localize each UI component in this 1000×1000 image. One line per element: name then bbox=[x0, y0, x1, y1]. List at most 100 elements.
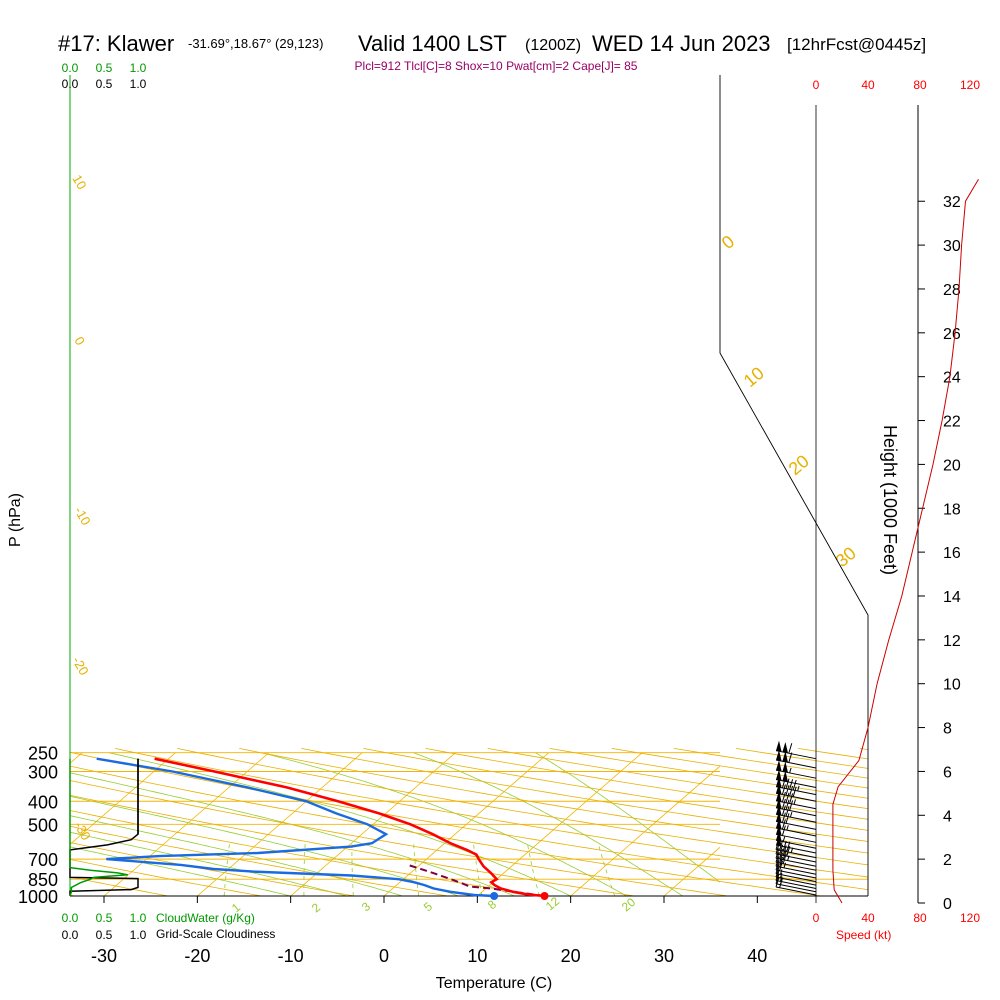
pressure-tick-label: 850 bbox=[28, 870, 58, 890]
y-axis-label: P (hPa) bbox=[7, 493, 24, 547]
moist-adiabat-line bbox=[70, 831, 347, 896]
wind-barb bbox=[775, 856, 817, 875]
wind-barb-pennant bbox=[776, 811, 782, 823]
wind-barb-flag bbox=[789, 800, 794, 811]
wind-barb bbox=[775, 852, 817, 871]
wind-barb bbox=[775, 769, 817, 788]
mixing-ratio-line bbox=[303, 843, 306, 896]
wind-barb-pennant bbox=[776, 769, 782, 781]
wind-barb-flag bbox=[785, 799, 790, 810]
x-tick-label: 40 bbox=[747, 946, 767, 966]
wind-barb-half bbox=[789, 767, 792, 774]
wind-barbs bbox=[775, 740, 817, 896]
wind-barb-staff bbox=[775, 883, 817, 893]
wind-barb-flag bbox=[788, 743, 793, 754]
wind-barb-flag bbox=[788, 752, 793, 763]
wind-barb-staff bbox=[775, 861, 817, 871]
height-tick-label: 22 bbox=[943, 414, 961, 431]
wind-barb bbox=[775, 824, 817, 843]
height-tick-label: 10 bbox=[943, 677, 961, 694]
moist-adiabat-line bbox=[70, 772, 515, 896]
wind-barb-staff bbox=[775, 857, 817, 867]
wind-barb-pennant bbox=[776, 760, 782, 772]
wind-barb-pennant bbox=[776, 818, 782, 830]
x-tick-label: 10 bbox=[467, 946, 487, 966]
mixing-ratio-label: 5 bbox=[421, 899, 435, 914]
wind-barb-pennant bbox=[776, 750, 782, 762]
surface-temperature-point bbox=[540, 892, 549, 900]
wind-barb-pennant bbox=[782, 751, 788, 763]
wind-barb-pennant bbox=[776, 824, 782, 836]
wind-barb bbox=[775, 818, 817, 837]
cloud-water-label: CloudWater (g/Kg) bbox=[156, 911, 255, 925]
wind-barb bbox=[775, 843, 817, 863]
height-speed-panel: 0246810121416182022242628303200404080801… bbox=[813, 78, 981, 925]
wind-barb-flag bbox=[782, 845, 787, 856]
dry-adiabat-line bbox=[177, 748, 868, 866]
wind-barb-half bbox=[790, 847, 794, 853]
mixing-ratio-label: 2 bbox=[309, 900, 323, 915]
wind-barb-half bbox=[793, 799, 796, 805]
speed-tick-bottom: 80 bbox=[913, 911, 927, 925]
height-tick-label: 28 bbox=[943, 282, 961, 299]
isotherm-line bbox=[851, 753, 1000, 896]
moist-adiabat-line bbox=[70, 846, 291, 896]
cloudiness-profile bbox=[69, 758, 139, 896]
wind-barb bbox=[775, 740, 817, 760]
pressure-tick-label: 700 bbox=[28, 850, 58, 870]
wind-barb-pennant bbox=[776, 740, 782, 752]
wind-barb-flag bbox=[789, 793, 794, 804]
wind-barb-flag bbox=[779, 860, 784, 871]
wind-barb-flag bbox=[781, 825, 786, 836]
parcel-path bbox=[407, 863, 545, 897]
x-tick-label: 0 bbox=[379, 946, 389, 966]
wind-barb-pennant bbox=[776, 776, 782, 788]
wind-barb-flag bbox=[775, 876, 780, 888]
moist-adiabat-line bbox=[535, 752, 720, 883]
forecast-info: [12hrFcst@0445z] bbox=[787, 35, 926, 54]
moist-adiabat-label: 10 bbox=[740, 363, 768, 391]
wind-barb bbox=[775, 790, 817, 810]
station-coords: -31.69°,18.67° (29,123) bbox=[188, 36, 323, 51]
x-tick-label: -20 bbox=[184, 946, 210, 966]
wind-barb-half bbox=[797, 785, 800, 792]
mixing-ratio-line bbox=[597, 843, 616, 896]
speed-tick-top: 40 bbox=[861, 78, 875, 92]
wind-barb-flag bbox=[779, 844, 784, 855]
wind-barb-half bbox=[779, 876, 783, 882]
wind-barb-flag bbox=[782, 853, 787, 864]
speed-tick-top: 80 bbox=[913, 78, 927, 92]
wind-barb-pennant bbox=[782, 741, 788, 754]
mixing-ratio-line bbox=[526, 843, 540, 896]
moist-adiabat-label: 30 bbox=[832, 543, 860, 571]
cloudiness-tick-top: 0.0 bbox=[62, 77, 79, 91]
cloud-water-tick-top: 1.0 bbox=[130, 61, 147, 75]
wind-barb-flag bbox=[792, 786, 797, 797]
cloudiness-tick-bottom: 1.0 bbox=[130, 928, 147, 942]
dry-adiabat-line bbox=[549, 748, 868, 799]
parcel-params: Plcl=912 Tlcl[C]=8 Shox=10 Pwat[cm]=2 Ca… bbox=[355, 59, 638, 73]
cloudiness-tick-top: 0.5 bbox=[96, 77, 113, 91]
wind-barb-flag bbox=[781, 777, 786, 789]
dry-adiabat-line bbox=[487, 748, 868, 810]
speed-tick-bottom: 120 bbox=[960, 911, 980, 925]
wind-barb bbox=[775, 859, 817, 879]
wind-barb-staff bbox=[775, 849, 817, 859]
wind-barb-flag bbox=[775, 873, 780, 884]
dry-adiabat-line bbox=[70, 825, 451, 896]
speed-tick-top: 0 bbox=[813, 78, 820, 92]
station-title: #17: Klawer bbox=[58, 31, 174, 56]
temperature-profile bbox=[154, 757, 545, 898]
height-tick-label: 2 bbox=[943, 852, 952, 869]
wind-barb-flag bbox=[781, 791, 786, 803]
cloud-water-tick-bottom: 0.0 bbox=[62, 911, 79, 925]
wind-barb bbox=[775, 760, 817, 779]
wind-barb-staff bbox=[775, 800, 817, 810]
wind-barb-half bbox=[779, 869, 783, 875]
wind-barb-staff bbox=[775, 820, 817, 830]
cloudiness-tick-bottom: 0.5 bbox=[96, 928, 113, 942]
wind-barb-flag bbox=[775, 863, 780, 874]
speed-tick-top: 120 bbox=[960, 78, 980, 92]
